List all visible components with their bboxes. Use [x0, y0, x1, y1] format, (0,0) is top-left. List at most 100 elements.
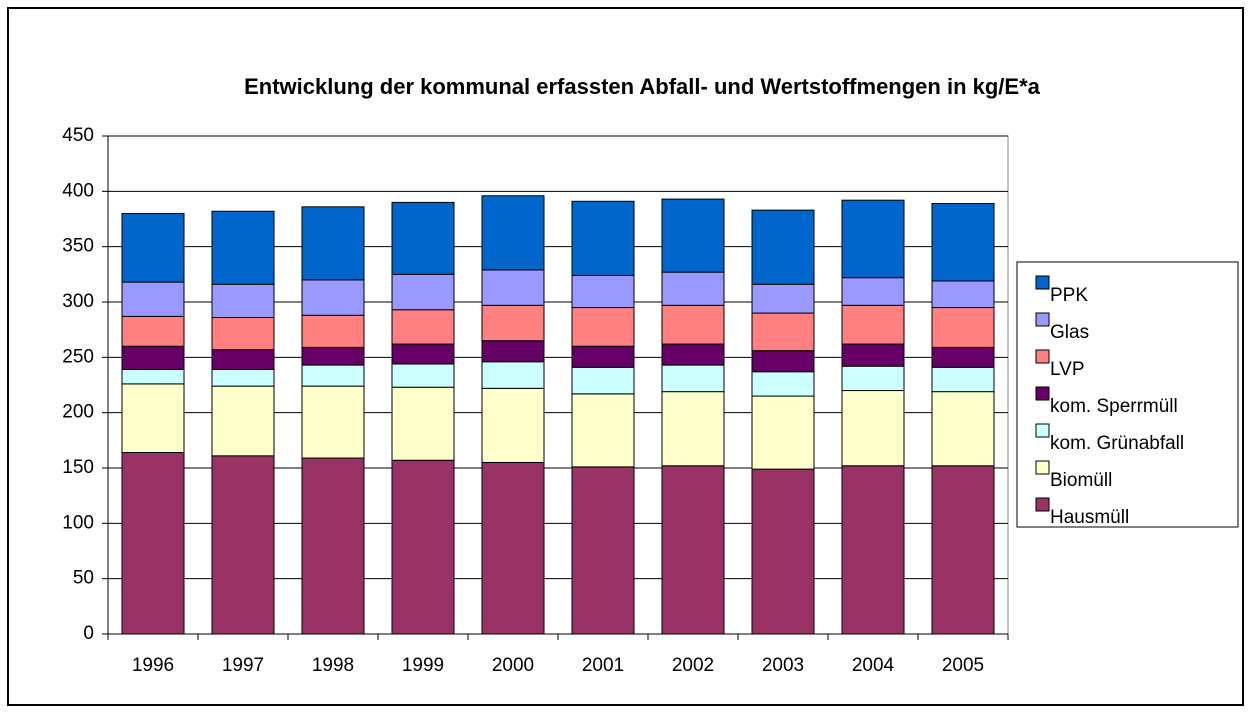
- bar-segment: [931, 391, 995, 467]
- bar-segment: [211, 385, 275, 457]
- legend-label: kom. Grünabfall: [1050, 433, 1184, 454]
- bar-segment: [211, 283, 275, 318]
- bar-segment: [481, 304, 545, 342]
- legend-label: PPK: [1050, 285, 1088, 306]
- bar-segment: [391, 273, 455, 311]
- bar-segment: [301, 364, 365, 387]
- legend-swatch: [1035, 423, 1050, 438]
- bar-segment: [481, 361, 545, 389]
- bar-segment: [751, 468, 815, 635]
- bar-segment: [751, 371, 815, 397]
- bar-segment: [481, 195, 545, 271]
- bar-segment: [571, 366, 635, 395]
- bar-segment: [301, 279, 365, 316]
- bar-segment: [121, 212, 185, 283]
- bar-segment: [931, 346, 995, 368]
- bar-segment: [391, 309, 455, 345]
- bar-segment: [661, 465, 725, 635]
- bar-segment: [841, 343, 905, 367]
- bar-segment: [751, 312, 815, 352]
- bar-segment: [481, 387, 545, 463]
- x-tick-label: 2005: [942, 655, 984, 676]
- bar-segment: [661, 391, 725, 467]
- bar-segment: [211, 316, 275, 351]
- y-tick-label: 300: [62, 291, 94, 312]
- bar-segment: [661, 304, 725, 345]
- bar-segment: [211, 369, 275, 387]
- y-tick-label: 150: [62, 457, 94, 478]
- x-tick-label: 2004: [852, 655, 895, 676]
- bar-segment: [121, 315, 185, 347]
- bar-segment: [481, 461, 545, 635]
- bar-segment: [391, 343, 455, 365]
- bar-segment: [571, 200, 635, 276]
- bar-segment: [931, 465, 995, 635]
- bar-segment: [121, 281, 185, 317]
- legend-label: Hausmüll: [1050, 507, 1129, 528]
- x-tick-label: 1996: [132, 655, 174, 676]
- bar-segment: [481, 269, 545, 306]
- bar-segment: [931, 307, 995, 348]
- bar-segment: [391, 363, 455, 388]
- y-tick-label: 200: [62, 402, 94, 423]
- bar-segment: [301, 314, 365, 348]
- bar-segment: [301, 457, 365, 635]
- bar-segment: [661, 343, 725, 366]
- bar-segment: [301, 346, 365, 366]
- y-tick-label: 450: [62, 125, 94, 146]
- legend-swatch: [1035, 275, 1050, 290]
- bar-segment: [661, 364, 725, 393]
- bar-segment: [841, 365, 905, 392]
- bar-segment: [571, 307, 635, 347]
- bar-segment: [571, 393, 635, 468]
- bar-segment: [841, 304, 905, 345]
- x-tick-label: 2001: [582, 655, 624, 676]
- legend-label: Biomüll: [1050, 470, 1112, 491]
- y-tick-label: 350: [62, 236, 94, 257]
- bar-segment: [391, 201, 455, 275]
- bar-segment: [301, 206, 365, 281]
- bar-segment: [751, 283, 815, 314]
- bar-segment: [391, 459, 455, 635]
- chart-title: Entwicklung der kommunal erfassten Abfal…: [244, 74, 1041, 99]
- legend-swatch: [1035, 312, 1050, 327]
- legend-label: Glas: [1050, 322, 1089, 343]
- bar-segment: [121, 369, 185, 385]
- bar-segment: [841, 465, 905, 635]
- bar-segment: [751, 209, 815, 285]
- bar-segment: [751, 395, 815, 470]
- y-tick-label: 400: [62, 180, 94, 201]
- y-tick-label: 250: [62, 346, 94, 367]
- bar-segment: [661, 271, 725, 306]
- bar-segment: [121, 345, 185, 371]
- bar-segment: [571, 466, 635, 635]
- legend-swatch: [1035, 386, 1050, 401]
- x-tick-label: 1999: [402, 655, 444, 676]
- bar-segment: [481, 340, 545, 363]
- bar-segment: [841, 277, 905, 306]
- bar-segment: [661, 198, 725, 273]
- bar-segment: [841, 199, 905, 279]
- bar-segment: [211, 349, 275, 371]
- legend-swatch: [1035, 460, 1050, 475]
- bar-segment: [211, 455, 275, 635]
- legend-swatch: [1035, 349, 1050, 364]
- bar-segment: [841, 390, 905, 467]
- bar-segment: [751, 350, 815, 373]
- y-tick-label: 50: [73, 568, 94, 589]
- bar-segment: [121, 452, 185, 635]
- x-tick-label: 1997: [222, 655, 264, 676]
- bar-segment: [931, 203, 995, 282]
- bar-segment: [301, 385, 365, 459]
- bar-segment: [121, 383, 185, 454]
- legend-swatch: [1035, 497, 1050, 512]
- bar-segment: [571, 345, 635, 368]
- legend-label: LVP: [1050, 359, 1085, 380]
- y-tick-label: 100: [62, 512, 94, 533]
- y-tick-label: 0: [83, 623, 94, 644]
- bar-segment: [211, 210, 275, 285]
- legend-label: kom. Sperrmüll: [1050, 396, 1178, 417]
- x-tick-label: 2002: [672, 655, 714, 676]
- x-tick-label: 1998: [312, 655, 354, 676]
- bar-segment: [391, 386, 455, 461]
